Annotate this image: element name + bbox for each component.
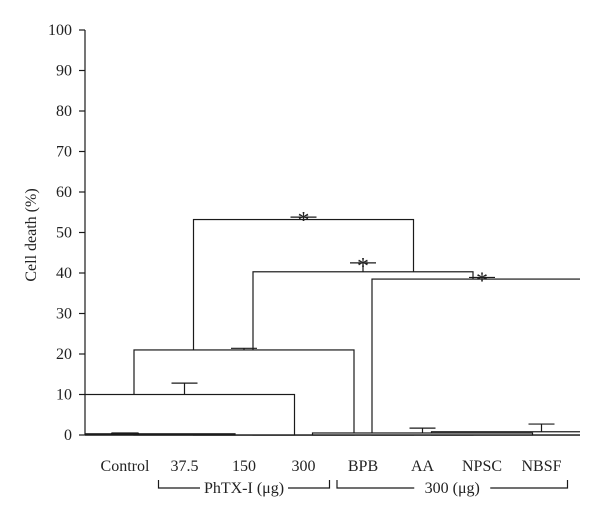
y-tick-label: 70 xyxy=(56,144,72,161)
y-tick-label: 100 xyxy=(48,22,72,39)
error-bars: * * * xyxy=(112,208,555,434)
group-label: PhTX-I (μg) xyxy=(204,480,284,497)
y-tick-label: 90 xyxy=(56,63,72,80)
y-tick-label: 50 xyxy=(56,225,72,242)
x-tick-label: 37.5 xyxy=(171,458,199,475)
x-tick-label: BPB xyxy=(348,458,378,475)
bars xyxy=(85,218,580,436)
x-tick-label: 300 xyxy=(292,458,316,475)
group-bracket-right xyxy=(490,480,569,489)
x-tick-label: NBSF xyxy=(521,458,561,475)
y-tick-label: 0 xyxy=(64,427,72,444)
x-tick-label: NPSC xyxy=(462,458,502,475)
group-bracket-left xyxy=(336,480,415,489)
x-tick-label: Control xyxy=(101,458,150,475)
bar-npsc xyxy=(371,278,580,436)
x-tick-labels: Control 37.5 150 300 BPB AA NPSC NBSF xyxy=(101,458,562,475)
plot-marks: * * * xyxy=(85,208,580,436)
y-tick-label: 10 xyxy=(56,387,72,404)
significance-marker: * xyxy=(298,208,310,234)
y-tick-label: 80 xyxy=(56,103,72,120)
x-tick-label: 150 xyxy=(232,458,256,475)
group-brackets: PhTX-I (μg) 300 (μg) xyxy=(157,480,569,497)
y-tick-label: 40 xyxy=(56,265,72,282)
y-tick-label: 30 xyxy=(56,306,72,323)
x-tick-label: AA xyxy=(411,458,435,475)
y-axis-label: Cell death (%) xyxy=(23,188,40,281)
group-bracket-left xyxy=(157,480,200,489)
y-tick-labels: 0 10 20 30 40 50 60 70 80 90 100 xyxy=(48,22,72,444)
group-label: 300 (μg) xyxy=(425,480,480,497)
bar-37-5 xyxy=(85,393,296,436)
y-tick-label: 60 xyxy=(56,184,72,201)
significance-marker: * xyxy=(476,268,488,294)
group-bracket-right xyxy=(288,480,331,489)
significance-marker: * xyxy=(357,254,369,280)
axes xyxy=(79,29,580,436)
y-tick-label: 20 xyxy=(56,346,72,363)
